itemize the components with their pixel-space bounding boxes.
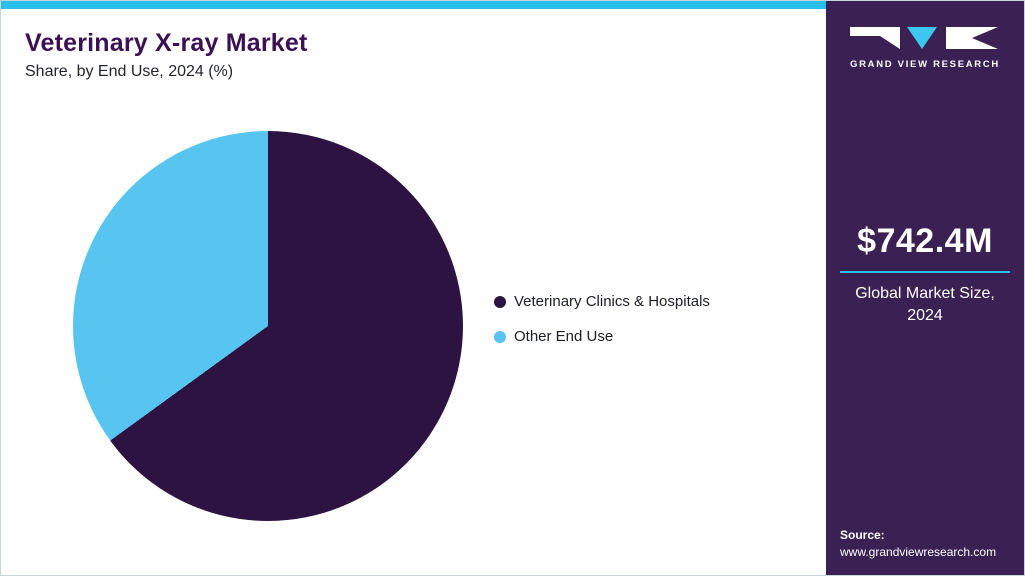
legend: Veterinary Clinics & Hospitals Other End… [494,293,710,345]
source-label: Source: [840,528,885,542]
market-size-value: $742.4M [857,222,993,260]
legend-item: Veterinary Clinics & Hospitals [494,293,710,310]
legend-label: Other End Use [514,328,614,345]
market-size-block: $742.4M Global Market Size, 2024 [838,222,1012,326]
grand-view-research-logo [850,27,998,49]
divider [840,271,1010,273]
page-title: Veterinary X-ray Market [25,29,308,57]
market-size-caption: Global Market Size, 2024 [855,285,995,324]
pie-chart [73,131,463,521]
legend-swatch-other-end-use [494,330,506,343]
source-block: Source: www.grandviewresearch.com [838,528,1012,559]
legend-swatch-veterinary-clinics [494,295,506,308]
legend-label: Veterinary Clinics & Hospitals [514,293,710,310]
chart-panel: Veterinary X-ray Market Share, by End Us… [1,1,826,575]
sidebar: GRAND VIEW RESEARCH $742.4M Global Marke… [826,1,1024,575]
accent-bar [1,1,826,9]
source-url: www.grandviewresearch.com [840,545,997,559]
brand-name: GRAND VIEW RESEARCH [849,59,1000,70]
page-subtitle: Share, by End Use, 2024 (%) [25,63,234,80]
legend-item: Other End Use [494,328,710,345]
